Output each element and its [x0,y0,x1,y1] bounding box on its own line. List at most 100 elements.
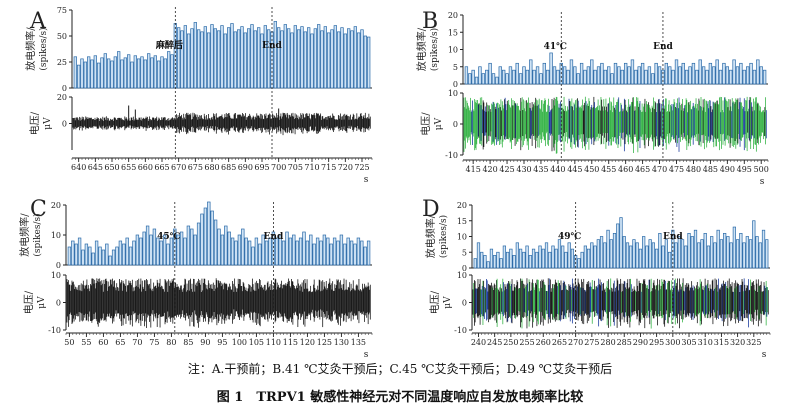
freq-bar [695,69,699,85]
volt-y-tick-label: -10 [445,151,458,160]
freq-bar [758,242,762,269]
freq-y-label: 放电频率/ [424,214,437,258]
freq-bar [488,62,492,85]
freq-bar [343,243,347,266]
freq-bar [217,228,221,266]
freq-bar [525,69,530,85]
freq-bar [333,25,337,89]
freq-bar [603,69,608,85]
freq-bar [320,30,324,89]
freq-bar [179,231,184,266]
x-tick-label: 470 [652,165,667,174]
freq-bar [347,28,351,89]
freq-bar [183,25,187,89]
freq-bar [671,69,675,85]
volt-y-label: 电压/ [428,290,441,314]
freq-bar [147,53,151,89]
freq-y-tick-label: 5 [462,248,467,257]
freq-bar [622,236,626,269]
freq-bar [230,237,235,266]
freq-bar [322,234,327,266]
freq-bar [346,237,350,266]
event-marker-label: End [663,232,683,242]
x-tick-label: 65 [115,338,125,347]
freq-bar [478,66,482,85]
freq-y-unit: (spikes/s) [438,215,449,258]
freq-bar [149,234,153,266]
freq-bar [220,234,225,266]
freq-y-tick-label: 20 [457,201,467,210]
freq-bar [567,242,571,269]
x-tick-label: 315 [714,338,729,347]
freq-bar [586,248,591,269]
freq-bar [313,28,317,89]
freq-bar [203,26,207,89]
freq-bar [237,234,242,266]
freq-bar [579,62,584,85]
freq-bar [193,22,197,89]
x-tick-label: 415 [466,165,481,174]
freq-bar [170,54,174,89]
freq-bar [105,243,109,266]
freq-bar [327,32,331,89]
volt-y-tick-label: 0 [56,299,61,308]
freq-bar [367,36,371,89]
freq-bar [292,234,296,266]
x-tick-label: 660 [138,163,153,172]
x-tick-label: 105 [249,338,264,347]
freq-bar [130,61,134,89]
freq-bar [159,240,163,266]
x-tick-label: 295 [649,338,664,347]
freq-bar [512,69,516,85]
freq-bar [240,26,244,89]
freq-bar [283,24,287,89]
freq-bar [684,245,688,269]
freq-bar [203,207,208,266]
freq-bar [167,51,171,89]
volt-y-tick-label: 10 [51,271,61,280]
panel-letter: B [422,9,438,34]
freq-bar [98,246,102,266]
freq-bar [353,26,357,89]
freq-bar [586,66,591,85]
x-tick-label: 60 [98,338,108,347]
freq-bar [690,236,694,269]
freq-bar [125,237,129,266]
freq-y-tick-label: 50 [57,32,67,41]
x-tick-label: 265 [552,338,567,347]
freq-bar [632,239,636,269]
volt-y-unit: μV [434,117,444,130]
freq-bar [635,242,639,269]
freq-bar [230,23,234,89]
freq-bar [305,240,310,266]
freq-bar [312,243,316,266]
freq-bar [162,234,167,266]
freq-bar [213,219,218,266]
freq-bar [629,245,633,269]
freq-bar [163,58,167,89]
freq-bar [554,248,558,269]
freq-bar [133,55,137,89]
x-tick-label: 110 [266,338,281,347]
freq-y-unit: (spikes/s) [429,28,440,71]
freq-bar [729,242,733,269]
freq-bar [360,29,364,89]
freq-bar [288,237,293,266]
freq-bar [145,225,150,266]
freq-bar [525,245,529,269]
freq-bar [464,66,469,85]
freq-bar [496,251,500,269]
freq-bar [583,245,587,269]
freq-bar [190,228,194,266]
freq-bar [606,229,610,269]
freq-bar [610,73,614,85]
freq-bar [110,60,114,89]
freq-bar [261,234,265,266]
event-marker-label: 41℃ [544,42,568,52]
x-tick-label: 285 [617,338,632,347]
freq-bar [237,29,241,89]
freq-y-tick-label: 0 [62,84,67,93]
x-tick-label: 430 [516,165,531,174]
freq-bar [713,242,717,269]
freq-bar [664,239,668,269]
